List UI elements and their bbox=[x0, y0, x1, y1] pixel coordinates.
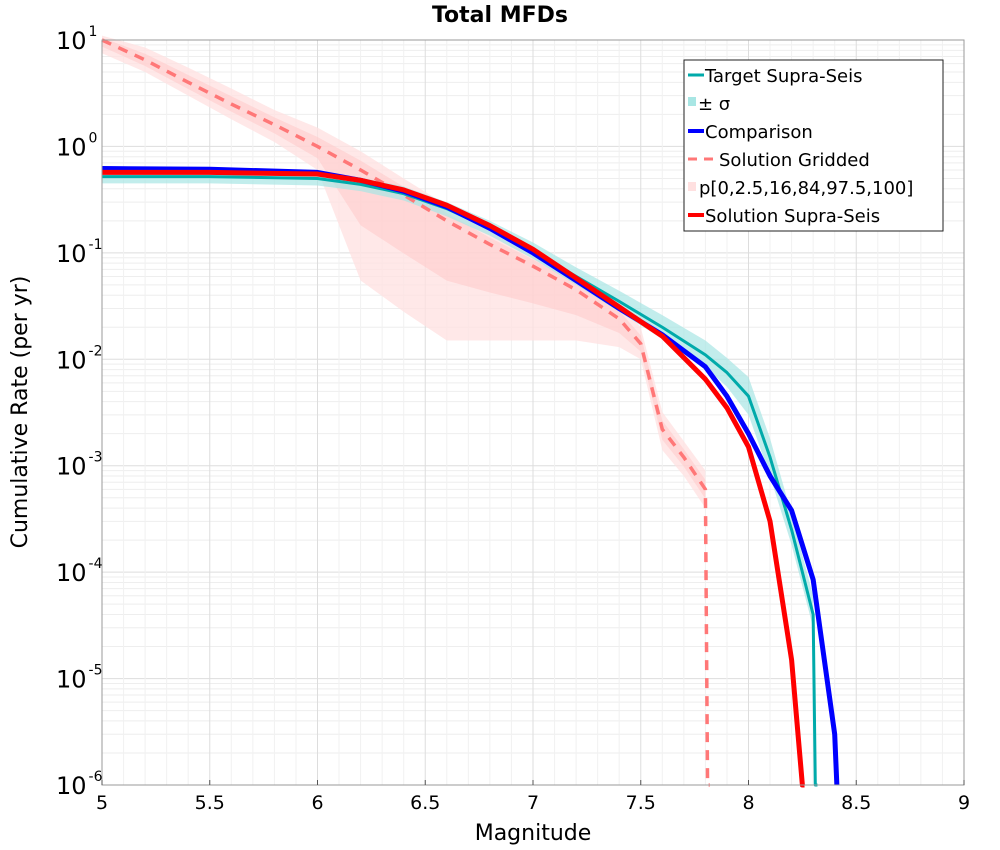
x-tick-label: 8 bbox=[742, 792, 754, 814]
y-tick-exponent: -5 bbox=[89, 663, 103, 679]
y-tick-label: 10 -5 bbox=[56, 663, 103, 694]
legend-label-comparison: Comparison bbox=[705, 122, 813, 143]
y-tick-exponent: -6 bbox=[89, 769, 103, 785]
legend: Target Supra-Seis ± σ Comparison Solutio… bbox=[683, 59, 944, 232]
y-tick-label: 10 -2 bbox=[56, 343, 103, 374]
legend-swatch-percentiles bbox=[688, 182, 696, 191]
legend-label-solution: Solution Supra-Seis bbox=[705, 206, 880, 227]
legend-box bbox=[683, 59, 944, 232]
y-tick-base: 10 bbox=[56, 346, 87, 374]
y-tick-label: 10 -1 bbox=[56, 237, 103, 268]
y-tick-exponent: -2 bbox=[89, 343, 103, 359]
x-tick-label: 6.5 bbox=[410, 792, 440, 814]
legend-label-sigma: ± σ bbox=[698, 94, 730, 115]
x-tick-label: 5.5 bbox=[195, 792, 225, 814]
x-tick-label: 7 bbox=[527, 792, 539, 814]
legend-swatch-sigma bbox=[688, 97, 696, 106]
y-tick-exponent: 1 bbox=[89, 24, 98, 40]
legend-label-target: Target Supra-Seis bbox=[704, 66, 862, 87]
x-tick-label: 7.5 bbox=[626, 792, 656, 814]
percentile-band bbox=[102, 35, 706, 509]
x-tick-label: 5 bbox=[96, 792, 108, 814]
series-lines bbox=[101, 38, 840, 788]
chart-title: Total MFDs bbox=[432, 3, 568, 28]
y-tick-base: 10 bbox=[56, 772, 87, 800]
y-tick-exponent: -4 bbox=[89, 556, 103, 572]
y-tick-exponent: 0 bbox=[89, 130, 98, 146]
y-tick-exponent: -3 bbox=[89, 450, 103, 466]
y-tick-base: 10 bbox=[56, 240, 87, 268]
y-tick-base: 10 bbox=[56, 133, 87, 161]
y-tick-label: 10 -4 bbox=[56, 556, 103, 587]
y-tick-base: 10 bbox=[56, 27, 87, 55]
solution-supra-seis-line bbox=[102, 169, 805, 788]
legend-label-gridded: Solution Gridded bbox=[719, 150, 870, 171]
x-tick-label: 6 bbox=[311, 792, 323, 814]
y-tick-base: 10 bbox=[56, 453, 87, 481]
y-tick-label: 10 -6 bbox=[56, 769, 103, 800]
x-tick-label: 8.5 bbox=[841, 792, 871, 814]
y-tick-exponent: -1 bbox=[89, 237, 103, 253]
y-axis-label: Cumulative Rate (per yr) bbox=[8, 276, 33, 549]
y-tick-label: 10 0 bbox=[56, 130, 97, 161]
bands bbox=[102, 35, 814, 628]
target-supra-seis-line bbox=[102, 175, 818, 787]
y-tick-label: 10 1 bbox=[56, 24, 97, 55]
x-axis-label: Magnitude bbox=[475, 821, 592, 846]
y-tick-label: 10 -3 bbox=[56, 450, 103, 481]
y-tick-base: 10 bbox=[56, 559, 87, 587]
solution-gridded-line bbox=[101, 38, 710, 787]
x-tick-label: 9 bbox=[958, 792, 970, 814]
x-ticks: 5 5.5 6 6.5 7 7.5 8 8.5 9 bbox=[96, 780, 970, 814]
legend-label-percentiles: p[0,2.5,16,84,97.5,100] bbox=[699, 178, 913, 199]
y-tick-base: 10 bbox=[56, 666, 87, 694]
